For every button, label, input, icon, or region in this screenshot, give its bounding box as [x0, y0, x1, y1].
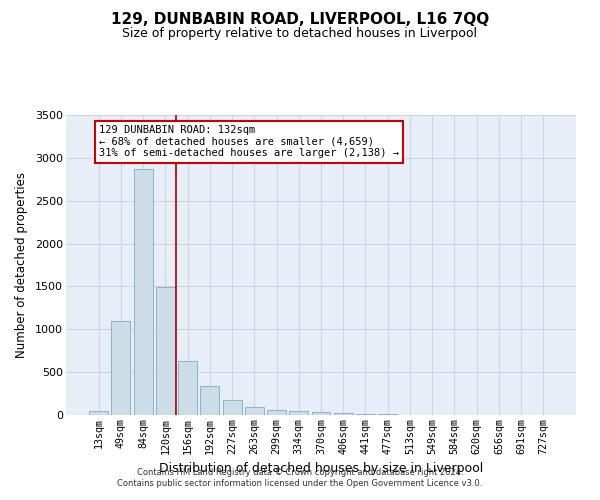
X-axis label: Distribution of detached houses by size in Liverpool: Distribution of detached houses by size … — [159, 462, 483, 475]
Text: Contains HM Land Registry data © Crown copyright and database right 2024.
Contai: Contains HM Land Registry data © Crown c… — [118, 468, 482, 487]
Bar — [245, 407, 264, 415]
Bar — [223, 400, 242, 415]
Bar — [200, 386, 219, 415]
Text: 129, DUNBABIN ROAD, LIVERPOOL, L16 7QQ: 129, DUNBABIN ROAD, LIVERPOOL, L16 7QQ — [111, 12, 489, 28]
Text: Size of property relative to detached houses in Liverpool: Size of property relative to detached ho… — [122, 28, 478, 40]
Bar — [334, 413, 353, 415]
Bar — [178, 360, 197, 415]
Bar — [378, 414, 397, 415]
Bar — [356, 414, 375, 415]
Text: 129 DUNBABIN ROAD: 132sqm
← 68% of detached houses are smaller (4,659)
31% of se: 129 DUNBABIN ROAD: 132sqm ← 68% of detac… — [99, 126, 399, 158]
Bar — [289, 411, 308, 415]
Bar — [311, 412, 331, 415]
Bar — [267, 410, 286, 415]
Bar — [134, 169, 152, 415]
Bar — [156, 288, 175, 415]
Bar — [112, 320, 130, 415]
Bar — [89, 410, 108, 415]
Y-axis label: Number of detached properties: Number of detached properties — [15, 172, 28, 358]
